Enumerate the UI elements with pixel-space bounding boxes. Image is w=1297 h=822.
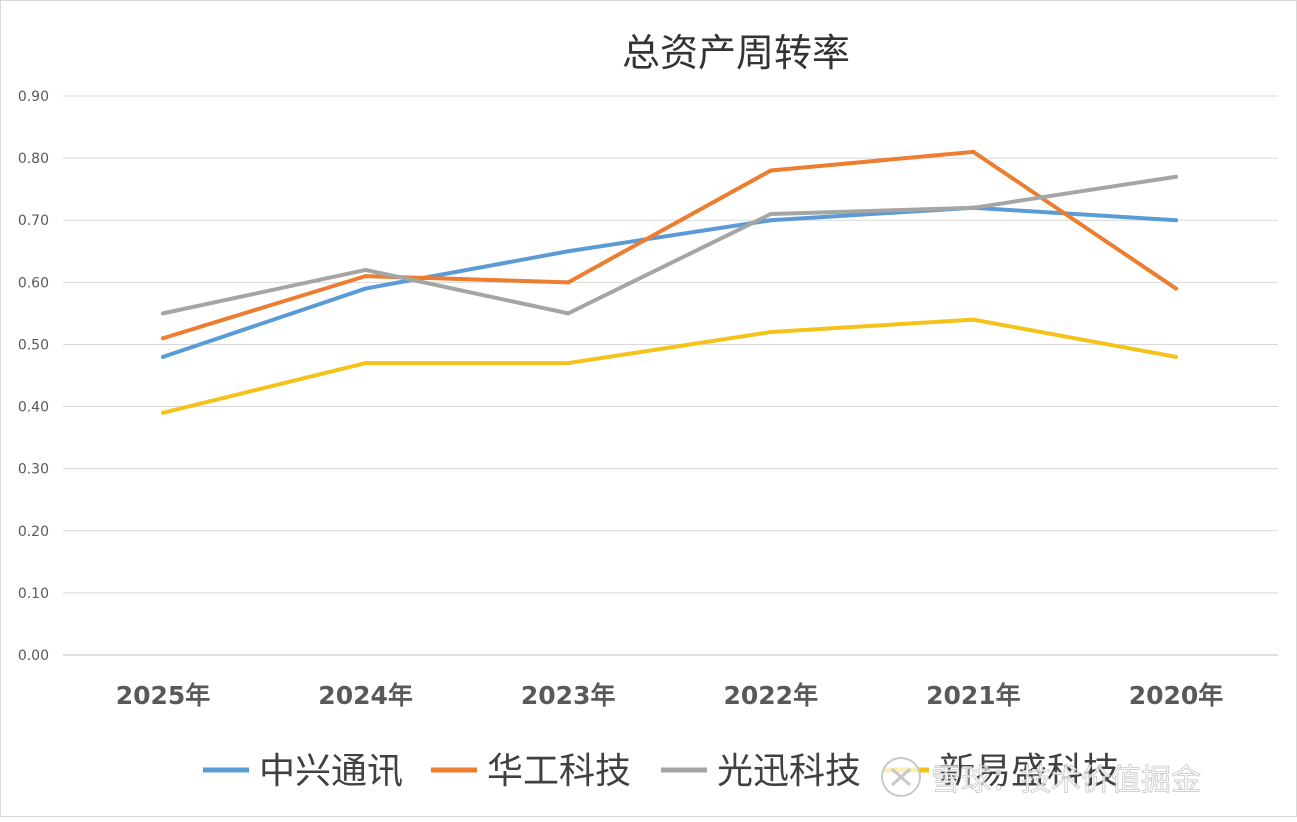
series-新易盛科技 — [161, 317, 1178, 415]
y-axis-ticks: 0.00 0.10 0.20 0.30 0.40 0.50 0.60 0.70 0.80 0.90 — [18, 89, 49, 664]
data-point — [363, 267, 368, 272]
legend-entry: 华工科技 — [431, 751, 631, 792]
legend-entry: 光迅科技 — [661, 751, 861, 792]
series-line — [161, 174, 1178, 316]
watermark-text: 雪球：技术价值掘金 — [931, 763, 1201, 798]
data-point — [161, 336, 165, 341]
y-tick-label: 0.70 — [18, 213, 49, 229]
legend-label: 中兴通讯 — [259, 751, 403, 792]
y-tick-label: 0.40 — [18, 400, 49, 416]
data-point — [768, 330, 773, 335]
data-point — [1174, 354, 1178, 359]
data-point — [971, 317, 976, 322]
x-tick-label: 2020年 — [1129, 681, 1224, 710]
data-point — [161, 410, 165, 415]
x-tick-label: 2024年 — [318, 681, 413, 710]
data-point — [161, 311, 165, 316]
legend-label: 华工科技 — [487, 751, 631, 792]
data-point — [566, 311, 571, 316]
data-point — [566, 361, 571, 366]
y-tick-label: 0.00 — [18, 648, 49, 664]
legend-entry: 中兴通讯 — [203, 751, 403, 792]
grid-lines — [63, 95, 1278, 656]
legend: 中兴通讯 华工科技 光迅科技 新易盛科技 — [203, 751, 1119, 792]
chart-title: 总资产周转率 — [622, 31, 850, 75]
x-axis-ticks: 2025年 2024年 2023年 2022年 2021年 2020年 — [116, 681, 1224, 710]
series-光迅科技 — [161, 174, 1178, 316]
x-tick-label: 2025年 — [116, 681, 211, 710]
x-tick-label: 2022年 — [724, 681, 819, 710]
data-point — [1174, 218, 1178, 223]
data-point — [768, 168, 773, 173]
data-point — [768, 212, 773, 217]
data-point — [768, 218, 773, 223]
snowball-logo-icon — [881, 757, 921, 797]
data-point — [1174, 286, 1178, 291]
data-point — [161, 354, 165, 359]
data-point — [566, 249, 571, 254]
series-中兴通讯 — [161, 205, 1178, 359]
data-point — [1174, 174, 1178, 179]
y-tick-label: 0.80 — [18, 151, 49, 167]
y-tick-label: 0.20 — [18, 524, 49, 540]
y-tick-label: 0.30 — [18, 462, 49, 478]
y-tick-label: 0.10 — [18, 586, 49, 602]
series-line — [161, 317, 1178, 415]
legend-label: 光迅科技 — [717, 751, 861, 792]
watermark: 雪球：技术价值掘金 — [881, 757, 1201, 798]
x-tick-label: 2021年 — [926, 681, 1021, 710]
series-华工科技 — [161, 149, 1178, 341]
x-tick-label: 2023年 — [521, 681, 616, 710]
y-tick-label: 0.50 — [18, 337, 49, 353]
data-point — [971, 205, 976, 210]
series-lines — [161, 149, 1178, 415]
data-point — [566, 280, 571, 285]
data-point — [363, 274, 368, 279]
data-point — [363, 361, 368, 366]
y-tick-label: 0.90 — [18, 89, 49, 105]
series-line — [161, 205, 1178, 359]
legend-label: 新易盛科技 — [939, 751, 1119, 792]
data-point — [971, 149, 976, 154]
series-line — [161, 149, 1178, 341]
data-point — [363, 286, 368, 291]
y-tick-label: 0.60 — [18, 275, 49, 291]
